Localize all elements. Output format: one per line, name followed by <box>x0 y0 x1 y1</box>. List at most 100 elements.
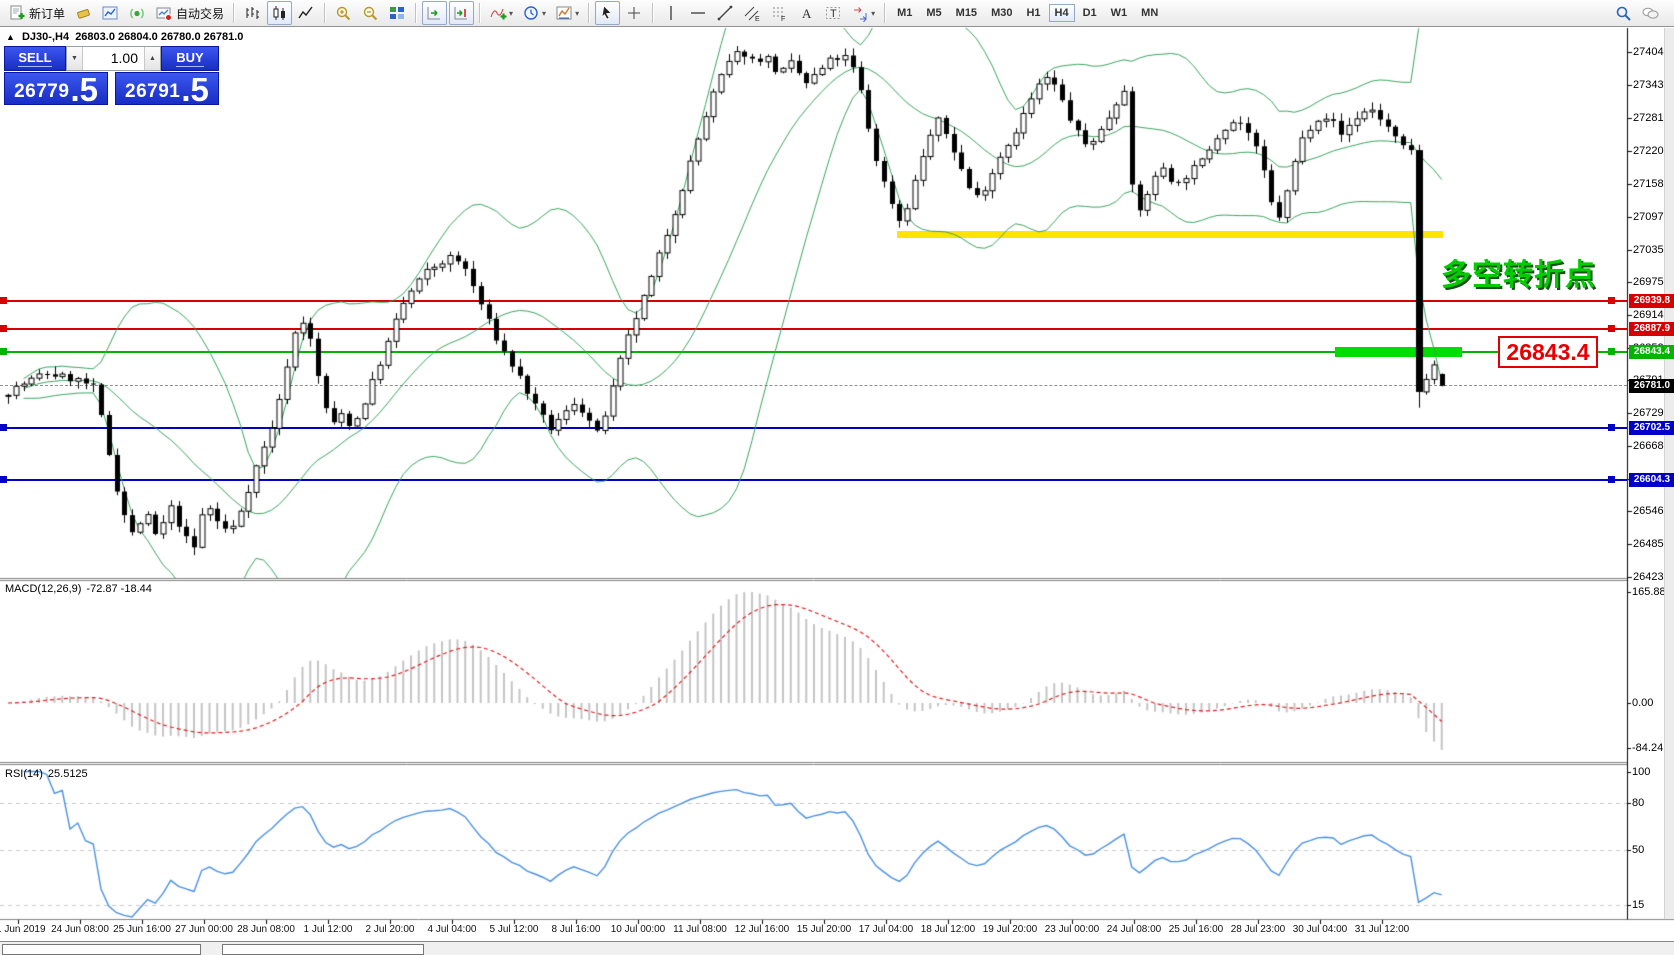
zoom-in-icon <box>335 5 352 22</box>
time-tick-label: 18 Jul 12:00 <box>920 924 976 935</box>
horizontal-line-button[interactable] <box>686 1 711 25</box>
one-click-trading-panel: SELL ▼ 1.00 ▲ BUY 26779.5 26791.5 <box>4 46 219 106</box>
cursor-icon <box>599 4 616 22</box>
gold-button[interactable] <box>71 1 96 25</box>
price-badge: 26702.5 <box>1629 421 1674 435</box>
text-icon: A <box>798 5 815 22</box>
chevron-down-icon: ▾ <box>509 8 514 18</box>
rsi-label: RSI(14) 25.5125 <box>5 768 88 780</box>
macd-scale-label: -84.24 <box>1632 742 1664 754</box>
time-tick-label: 28 Jul 23:00 <box>1230 924 1286 935</box>
autotrading-icon <box>156 5 173 22</box>
price-badge: 26939.8 <box>1629 294 1674 308</box>
price-tick-label: 27097.0 <box>1633 211 1673 223</box>
bar-chart-icon <box>244 5 261 22</box>
turning-point-annotation[interactable]: 多空转折点 <box>1441 259 1596 292</box>
volume-increase-button[interactable]: ▲ <box>144 47 160 70</box>
cursor-button[interactable] <box>595 1 621 25</box>
fibonacci-button[interactable]: F <box>767 1 792 25</box>
time-tick-label: 31 Jul 12:00 <box>1354 924 1410 935</box>
channel-button[interactable]: E <box>740 1 765 25</box>
zoom-out-button[interactable] <box>358 1 383 25</box>
timeframe-M30-button[interactable]: M30 <box>991 7 1013 19</box>
buy-button[interactable]: BUY <box>161 46 219 71</box>
search-button[interactable] <box>1611 1 1636 25</box>
time-tick-label: 10 Jul 00:00 <box>610 924 666 935</box>
time-tick-label: 1 Jul 12:00 <box>303 924 353 935</box>
timeframe-W1-button[interactable]: W1 <box>1110 7 1128 19</box>
signals-button[interactable] <box>125 1 150 25</box>
price-tick-label: 27158.5 <box>1633 178 1673 190</box>
crosshair-button[interactable] <box>622 1 647 25</box>
timeframe-D1-button[interactable]: D1 <box>1082 7 1097 19</box>
rsi-scale-label: 15 <box>1632 899 1645 911</box>
price-badge: 26604.3 <box>1629 473 1674 487</box>
symbol-ohlc: 26803.0 26804.0 26780.0 26781.0 <box>75 31 244 43</box>
channel-icon: E <box>744 5 761 22</box>
price-tick-label: 27343.0 <box>1633 79 1673 91</box>
timeframe-H4-button[interactable]: H4 <box>1048 4 1075 22</box>
sell-button[interactable]: SELL <box>4 46 66 71</box>
tile-windows-button[interactable] <box>385 1 410 25</box>
chart-shift-button[interactable] <box>449 1 475 25</box>
time-tick-label: 28 Jun 08:00 <box>237 924 295 935</box>
chat-button[interactable] <box>1638 1 1663 25</box>
time-tick-label: 8 Jul 16:00 <box>551 924 601 935</box>
toolbar-separator <box>324 3 327 23</box>
shapes-button[interactable]: ▾ <box>848 1 879 25</box>
line-chart-icon <box>298 5 315 22</box>
vertical-line-button[interactable] <box>659 1 684 25</box>
price-badge: 26887.9 <box>1629 322 1674 336</box>
macd-label: MACD(12,26,9) -72.87 -18.44 <box>5 583 152 595</box>
periods-button[interactable]: ▾ <box>519 1 550 25</box>
templates-icon <box>556 5 573 22</box>
chevron-down-icon: ▾ <box>575 8 580 18</box>
buy-price[interactable]: 26791.5 <box>114 72 219 106</box>
candlestick-button[interactable] <box>267 1 293 25</box>
timeframe-M15-button[interactable]: M15 <box>955 7 978 19</box>
autotrading-button[interactable]: 自动交易 <box>152 1 228 25</box>
price-tick-label: 26546.5 <box>1633 505 1673 517</box>
timeframe-M5-button[interactable]: M5 <box>926 7 942 19</box>
chart-window-icon <box>102 5 119 22</box>
label-icon: T <box>825 5 842 22</box>
timeframe-M1-button[interactable]: M1 <box>897 7 913 19</box>
auto-scroll-button[interactable] <box>422 1 448 25</box>
line-chart-button[interactable] <box>294 1 319 25</box>
price-badge: 26843.4 <box>1629 345 1674 359</box>
price-tick-label: 26423.5 <box>1633 571 1673 583</box>
vertical-line-icon <box>663 5 680 22</box>
volume-input[interactable]: 1.00 <box>110 50 138 66</box>
trendline-button[interactable] <box>713 1 738 25</box>
timeframe-MN-button[interactable]: MN <box>1141 7 1159 19</box>
new-order-icon <box>9 5 26 22</box>
text-button[interactable]: A <box>794 1 819 25</box>
one-click-panel-toggle-icon[interactable]: ▲ <box>6 32 15 42</box>
toolbar-separator <box>884 3 887 23</box>
candlestick-icon <box>271 5 288 22</box>
chart-window-button[interactable] <box>98 1 123 25</box>
price-tick-label: 26729.5 <box>1633 407 1673 419</box>
indicators-button[interactable]: ▾ <box>486 1 517 25</box>
new-order-button[interactable]: 新订单 <box>5 1 69 25</box>
volume-decrease-button[interactable]: ▼ <box>67 47 83 70</box>
shapes-icon <box>852 5 869 22</box>
price-tick-label: 27404.5 <box>1633 46 1673 58</box>
sell-price[interactable]: 26779.5 <box>4 72 109 106</box>
chart-tab[interactable] <box>222 944 424 955</box>
toolbar-separator <box>588 3 591 23</box>
trendline-icon <box>717 5 734 22</box>
price-callout-annotation[interactable]: 26843.4 <box>1498 336 1598 368</box>
symbol-info: ▲ DJ30-,H4 26803.0 26804.0 26780.0 26781… <box>6 31 243 43</box>
rsi-scale-label: 100 <box>1632 766 1651 778</box>
label-button[interactable]: T <box>821 1 846 25</box>
auto-scroll-icon <box>426 5 443 22</box>
timeframe-H1-button[interactable]: H1 <box>1026 7 1041 19</box>
zoom-in-button[interactable] <box>331 1 356 25</box>
toolbar-separator <box>479 3 482 23</box>
bar-chart-button[interactable] <box>240 1 265 25</box>
chevron-down-icon: ▾ <box>542 8 547 18</box>
chart-tab[interactable] <box>2 944 201 955</box>
templates-button[interactable]: ▾ <box>552 1 583 25</box>
